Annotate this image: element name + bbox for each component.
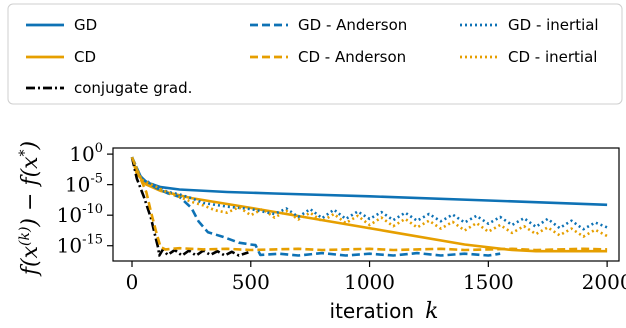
legend-label: GD - Anderson — [298, 16, 407, 34]
y-tick-label: 10-15 — [57, 233, 103, 258]
legend-entry-cd-inertial: CD - inertial — [460, 48, 597, 66]
legend-entry-gd-anderson: GD - Anderson — [250, 16, 407, 34]
x-tick-label: 500 — [232, 270, 270, 294]
y-tick-label: 10-10 — [57, 202, 103, 227]
series-line-gd-anderson — [130, 156, 501, 257]
x-tick-label: 1500 — [463, 270, 514, 294]
y-label-k-sup: (k) — [17, 227, 33, 246]
legend: GD CD conjugate grad. GD - Anderson CD - And… — [7, 3, 623, 105]
legend-box — [7, 3, 623, 105]
legend-entry-cd-anderson: CD - Anderson — [250, 48, 406, 66]
y-axis-label: f(x(k)) − f(x*) — [17, 141, 43, 277]
legend-entry-conjugate-grad-: conjugate grad. — [26, 79, 192, 97]
y-label-f-open: f(x — [18, 245, 43, 277]
y-tick-label: 100 — [69, 141, 103, 166]
legend-label: CD - inertial — [508, 48, 597, 66]
plot-frame — [112, 147, 620, 262]
series-line-cd-inertial — [130, 156, 608, 238]
x-tick-label: 0 — [126, 270, 139, 294]
x-tick-label: 2000 — [582, 270, 626, 294]
y-label-close: ) — [18, 141, 43, 151]
legend-label: CD - Anderson — [298, 48, 406, 66]
legend-entry-gd: GD — [26, 16, 97, 34]
y-label-minus: ) − f(x — [18, 156, 43, 228]
legend-label: conjugate grad. — [74, 79, 192, 97]
y-axis: 100 10-5 10-10 10-15 — [57, 141, 113, 258]
x-tick-label: 1000 — [344, 270, 395, 294]
x-axis: 0 500 1000 1500 2000 — [126, 261, 626, 294]
series-line-conjugate-grad- — [130, 156, 249, 257]
y-tick-label: 10-5 — [65, 172, 103, 197]
series-line-gd-inertial — [130, 156, 608, 231]
legend-label: CD — [74, 48, 96, 66]
plot-area: 0 500 1000 1500 2000 100 10-5 10-10 10-15 — [57, 141, 626, 294]
y-label-star-sup: * — [17, 149, 33, 156]
series-line-gd — [130, 156, 608, 207]
series-layer — [130, 156, 608, 257]
series-line-cd-anderson — [130, 156, 608, 252]
legend-label: GD — [74, 16, 97, 34]
legend-entry-cd: CD — [26, 48, 96, 66]
legend-label: GD - inertial — [508, 16, 599, 34]
legend-entry-gd-inertial: GD - inertial — [460, 16, 599, 34]
x-axis-label: iteration k — [330, 299, 439, 324]
